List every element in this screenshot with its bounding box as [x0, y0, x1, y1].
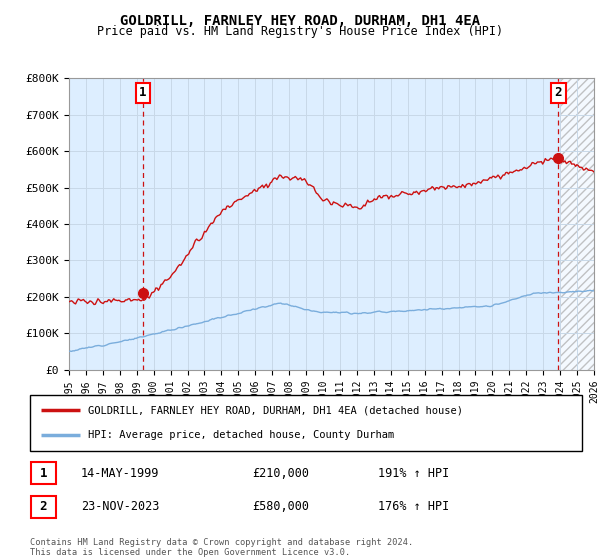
Text: £210,000: £210,000	[252, 466, 309, 480]
FancyBboxPatch shape	[30, 395, 582, 451]
FancyBboxPatch shape	[31, 496, 56, 518]
FancyBboxPatch shape	[31, 462, 56, 484]
Text: 14-MAY-1999: 14-MAY-1999	[81, 466, 160, 480]
Text: Contains HM Land Registry data © Crown copyright and database right 2024.
This d: Contains HM Land Registry data © Crown c…	[30, 538, 413, 557]
Text: GOLDRILL, FARNLEY HEY ROAD, DURHAM, DH1 4EA: GOLDRILL, FARNLEY HEY ROAD, DURHAM, DH1 …	[120, 14, 480, 28]
Text: HPI: Average price, detached house, County Durham: HPI: Average price, detached house, Coun…	[88, 430, 394, 440]
Text: 176% ↑ HPI: 176% ↑ HPI	[378, 500, 449, 514]
Text: 1: 1	[139, 86, 147, 100]
Text: 23-NOV-2023: 23-NOV-2023	[81, 500, 160, 514]
Text: 2: 2	[554, 86, 562, 100]
Text: £580,000: £580,000	[252, 500, 309, 514]
Text: GOLDRILL, FARNLEY HEY ROAD, DURHAM, DH1 4EA (detached house): GOLDRILL, FARNLEY HEY ROAD, DURHAM, DH1 …	[88, 405, 463, 416]
Text: 191% ↑ HPI: 191% ↑ HPI	[378, 466, 449, 480]
Text: Price paid vs. HM Land Registry's House Price Index (HPI): Price paid vs. HM Land Registry's House …	[97, 25, 503, 38]
Text: 2: 2	[40, 500, 47, 514]
Text: 1: 1	[40, 466, 47, 480]
